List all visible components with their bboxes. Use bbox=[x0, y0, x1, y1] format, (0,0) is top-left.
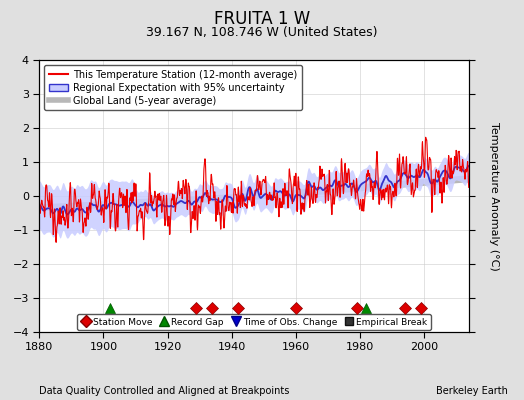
Y-axis label: Temperature Anomaly (°C): Temperature Anomaly (°C) bbox=[489, 122, 499, 270]
Text: Data Quality Controlled and Aligned at Breakpoints: Data Quality Controlled and Aligned at B… bbox=[39, 386, 290, 396]
Text: Berkeley Earth: Berkeley Earth bbox=[436, 386, 508, 396]
Text: 39.167 N, 108.746 W (United States): 39.167 N, 108.746 W (United States) bbox=[146, 26, 378, 39]
Legend: This Temperature Station (12-month average), Regional Expectation with 95% uncer: This Temperature Station (12-month avera… bbox=[44, 65, 302, 110]
Text: FRUITA 1 W: FRUITA 1 W bbox=[214, 10, 310, 28]
